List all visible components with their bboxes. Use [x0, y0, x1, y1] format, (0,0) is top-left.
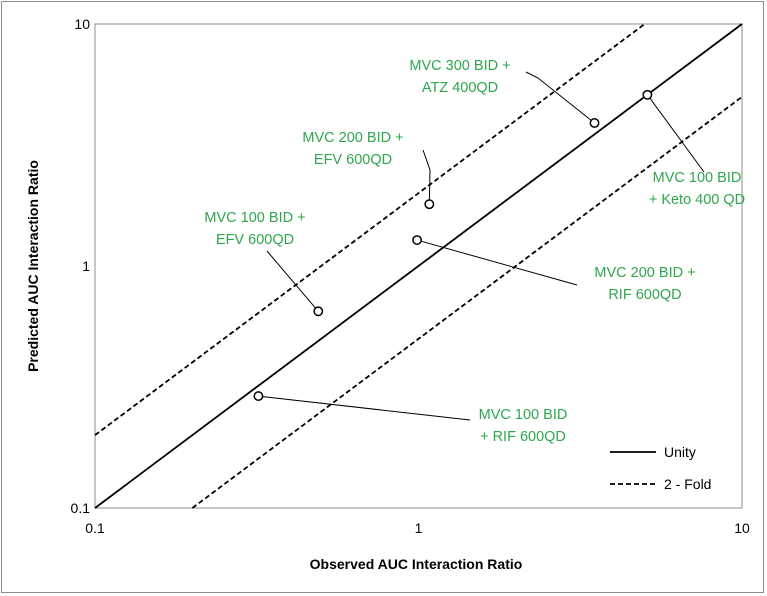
x-axis-title: Observed AUC Interaction Ratio — [310, 556, 523, 572]
leader-line — [266, 250, 319, 312]
leader-line — [258, 395, 471, 421]
y-tick-label: 0.1 — [71, 500, 91, 516]
x-tick-label: 1 — [415, 520, 423, 536]
legend: Unity 2 - Fold — [610, 444, 711, 492]
point-label-line: EFV 600QD — [314, 152, 392, 168]
leader-line — [422, 149, 431, 205]
point-label-line: + RIF 600QD — [480, 429, 566, 445]
leader-line — [416, 239, 578, 286]
leader-line — [646, 94, 705, 173]
point-label: MVC 200 BID + RIF 600QD — [594, 265, 695, 303]
point-label-line: MVC 200 BID + — [594, 265, 695, 281]
point-label: MVC 200 BID + EFV 600QD — [302, 130, 403, 168]
y-axis-title: Predicted AUC Interaction Ratio — [25, 160, 41, 372]
data-point — [253, 391, 264, 402]
point-label-line: MVC 100 BID — [653, 170, 742, 186]
leader-line — [525, 71, 595, 124]
x-tick-label: 10 — [734, 520, 750, 536]
point-label: MVC 100 BID + RIF 600QD — [479, 407, 568, 445]
point-label-line: ATZ 400QD — [422, 80, 498, 96]
point-label-line: MVC 100 BID — [479, 407, 568, 423]
point-label-line: MVC 300 BID + — [409, 58, 510, 74]
data-point — [424, 199, 435, 210]
point-label-line: MVC 100 BID + — [204, 210, 305, 226]
point-label-line: + Keto 400 QD — [649, 192, 745, 208]
point-label: MVC 100 BID + EFV 600QD — [204, 210, 305, 248]
data-point — [313, 306, 324, 317]
data-point — [642, 89, 653, 100]
y-tick-label: 1 — [82, 258, 90, 274]
x-tick-label: 0.1 — [85, 520, 105, 536]
point-label-line: RIF 600QD — [608, 287, 681, 303]
unity-line — [94, 23, 743, 509]
twofold-lower-line — [191, 96, 743, 509]
plot-area — [94, 23, 743, 509]
y-tick-label: 10 — [74, 16, 90, 32]
data-point — [589, 118, 600, 128]
point-label-line: MVC 200 BID + — [302, 130, 403, 146]
twofold-upper-line — [94, 23, 646, 436]
point-label: MVC 300 BID + ATZ 400QD — [409, 58, 510, 96]
legend-twofold-label: 2 - Fold — [664, 476, 711, 492]
point-label: MVC 100 BID + Keto 400 QD — [649, 170, 745, 208]
point-label-line: EFV 600QD — [216, 232, 294, 248]
legend-unity-label: Unity — [664, 444, 696, 460]
data-point — [412, 235, 423, 246]
